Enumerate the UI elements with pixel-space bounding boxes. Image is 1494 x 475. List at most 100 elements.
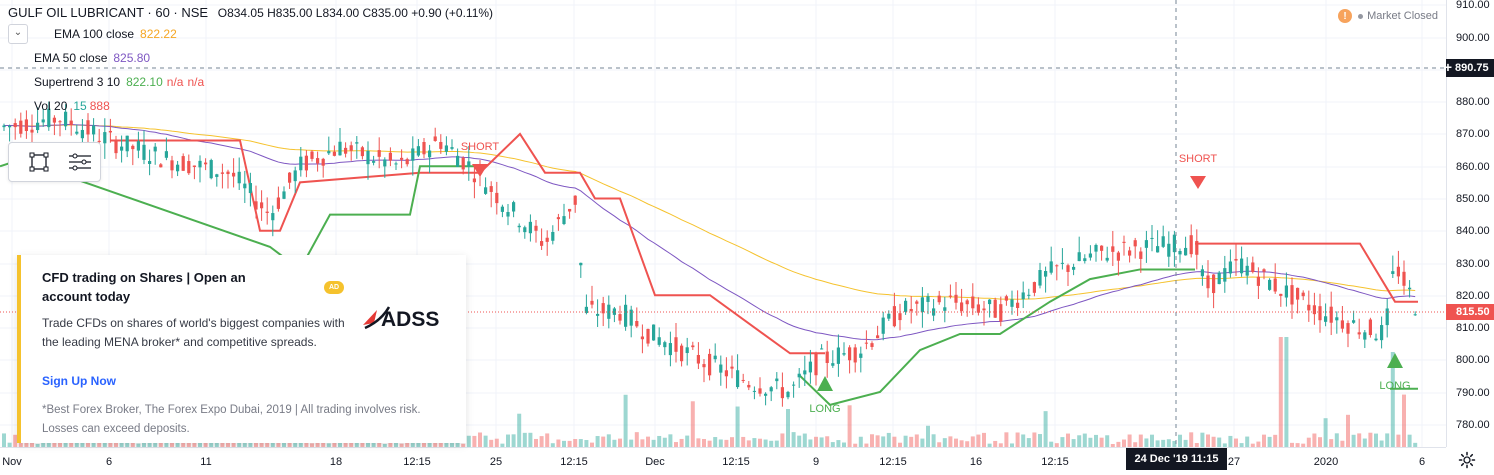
candle-body	[1312, 305, 1316, 315]
candle-body	[327, 151, 331, 154]
candle-body	[960, 302, 964, 312]
candle-body	[108, 130, 112, 133]
volume-bar	[1290, 442, 1294, 447]
indicator-ema50[interactable]: EMA 50 close 825.80	[8, 46, 493, 70]
candle-body	[428, 150, 432, 158]
candle-body	[1139, 251, 1143, 259]
candle-body	[1060, 262, 1064, 264]
volume-bar	[914, 434, 919, 447]
volume-bar	[13, 434, 18, 447]
volume-bar	[858, 436, 863, 447]
volume-bar	[1329, 439, 1334, 447]
candle-body	[444, 145, 448, 152]
indicator-ema100[interactable]: ⌄ EMA 100 close 822.22	[8, 22, 493, 46]
candle-body	[1178, 251, 1182, 255]
rectangle-select-icon[interactable]	[23, 148, 55, 176]
volume-bar	[438, 440, 443, 447]
candle-body	[1228, 261, 1232, 274]
volume-bar	[909, 436, 914, 447]
ema50-line	[3, 124, 1416, 341]
advertisement-panel[interactable]: CFD trading on Shares | Open an account …	[17, 255, 466, 443]
volume-bar	[987, 443, 992, 447]
candle-body	[142, 144, 146, 160]
settings-lines-icon[interactable]	[64, 148, 96, 176]
volume-bar	[1273, 434, 1278, 447]
volume-bar	[679, 438, 684, 447]
candle-body	[1094, 244, 1098, 252]
candle-body	[1324, 316, 1328, 322]
volume-bar	[1262, 434, 1266, 447]
time-axis[interactable]: Nov 6 11 18 12:15 25 12:15 Dec 12:15 9 12:15 16 12:1…	[0, 447, 1446, 475]
volume-bar	[797, 435, 802, 447]
candle-body	[713, 355, 717, 360]
candle-body	[523, 227, 527, 233]
candle-body	[1189, 235, 1193, 255]
candle-body	[769, 387, 773, 392]
volume-bar	[2, 433, 6, 447]
candle-body	[831, 363, 835, 366]
market-status-label: Market Closed	[1367, 10, 1438, 22]
candle-body	[803, 370, 807, 375]
candle-body	[551, 231, 555, 241]
candle-body	[1144, 240, 1148, 248]
candle-body	[1212, 274, 1216, 294]
candle-body	[842, 353, 846, 355]
volume-bar	[870, 434, 874, 447]
volume-bar	[836, 440, 841, 447]
market-status[interactable]: ! Market Closed	[1338, 9, 1438, 23]
ad-title[interactable]: CFD trading on Shares | Open an account …	[42, 270, 246, 304]
price-tick: 840.00	[1456, 225, 1490, 237]
volume-bar	[1346, 414, 1350, 447]
collapse-chevron-icon[interactable]: ⌄	[8, 24, 28, 44]
candle-body	[859, 353, 863, 358]
candle-body	[304, 155, 308, 171]
sign-up-link[interactable]: Sign Up Now	[42, 374, 116, 388]
candle-body	[747, 384, 751, 388]
warning-icon: !	[1338, 9, 1353, 23]
volume-bar	[998, 443, 1003, 447]
candle-body	[1167, 243, 1171, 257]
indicator-volume[interactable]: Vol 20 15 888	[8, 94, 493, 118]
plus-icon[interactable]: +	[1443, 59, 1453, 75]
candle-body	[439, 141, 443, 149]
candle-body	[568, 208, 572, 212]
volume-bar	[1099, 437, 1104, 447]
time-tick: Dec	[645, 456, 665, 468]
indicator-name: Vol 20	[34, 99, 68, 113]
candle-body	[618, 314, 622, 321]
candle-body	[1021, 292, 1025, 300]
volume-bar	[114, 439, 118, 447]
candle-body	[360, 147, 364, 157]
adss-logo: ADSS	[363, 306, 439, 331]
indicator-supertrend[interactable]: Supertrend 3 10 822.10 n/a n/a	[8, 70, 493, 94]
candle-body	[1268, 279, 1272, 290]
volume-bar	[965, 441, 970, 447]
candle-body	[1044, 270, 1048, 277]
volume-bar	[203, 440, 208, 447]
candle-body	[1055, 265, 1059, 267]
volume-bar	[741, 436, 746, 447]
volume-bar	[1206, 434, 1210, 447]
volume-bar	[769, 440, 774, 447]
candle-body	[1251, 262, 1255, 273]
volume-bar	[35, 443, 40, 447]
volume-bar	[746, 440, 751, 447]
candle-body	[1100, 245, 1104, 251]
volume-bar	[192, 442, 197, 447]
volume-bar	[534, 438, 538, 447]
volume-bar	[730, 437, 734, 447]
candle-body	[1016, 302, 1020, 308]
candle-body	[848, 347, 852, 361]
candle-body	[708, 353, 712, 376]
candle-body	[965, 300, 969, 305]
volume-bar	[942, 438, 947, 447]
candle-body	[120, 146, 124, 151]
candle-body	[159, 164, 163, 168]
volume-bar	[1105, 435, 1110, 447]
candle-body	[590, 300, 594, 305]
candle-body	[909, 308, 913, 312]
volume-bar	[1402, 394, 1406, 447]
candle-body	[8, 125, 12, 128]
gear-icon[interactable]	[1458, 451, 1476, 469]
volume-bar	[265, 441, 270, 447]
